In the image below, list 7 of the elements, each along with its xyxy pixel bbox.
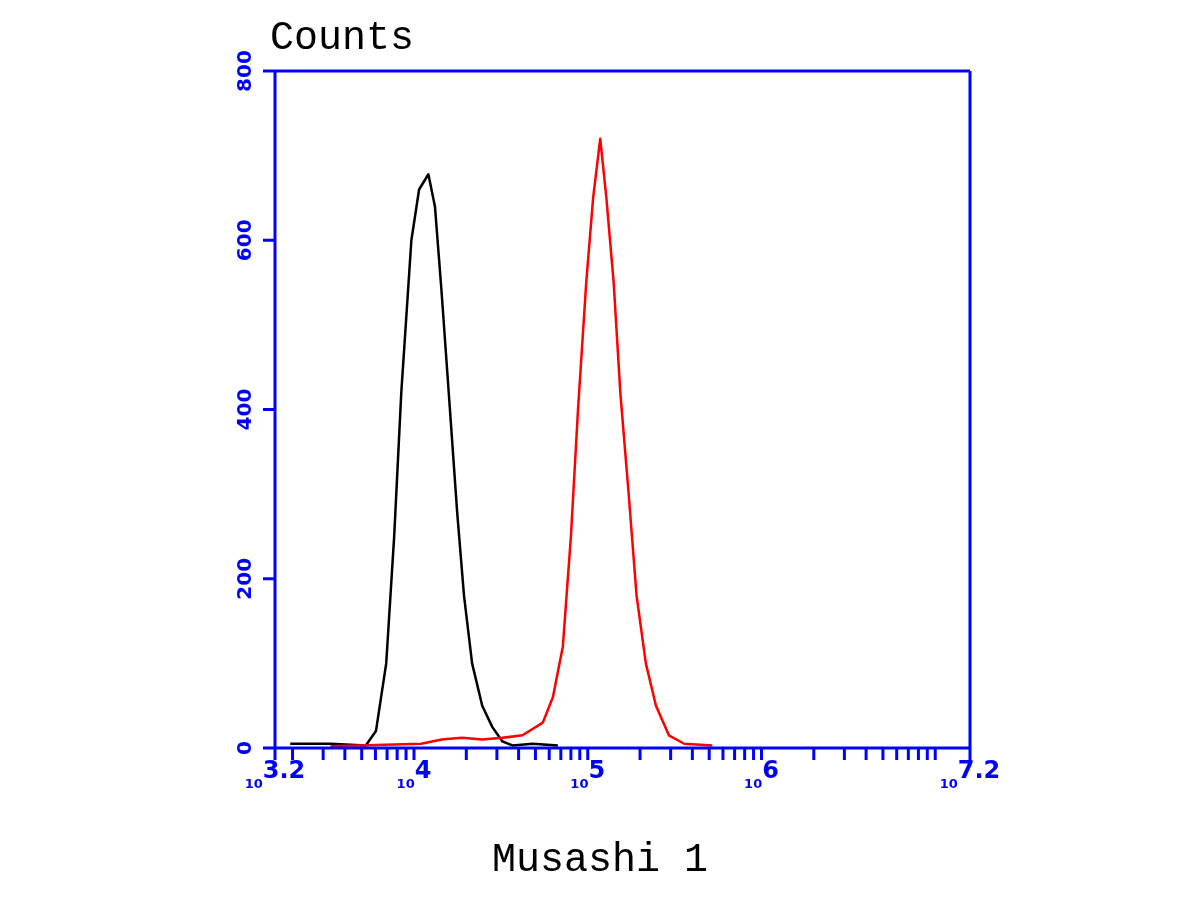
x-axis-title: Musashi 1 <box>490 838 709 883</box>
y-tick-label: 0 <box>232 741 256 755</box>
y-tick-label: 400 <box>232 388 256 431</box>
y-tick-label: 600 <box>232 219 256 262</box>
y-tick-label: 200 <box>232 557 256 600</box>
y-tick-label: 800 <box>232 50 256 92</box>
chart-title: Counts <box>270 16 415 61</box>
